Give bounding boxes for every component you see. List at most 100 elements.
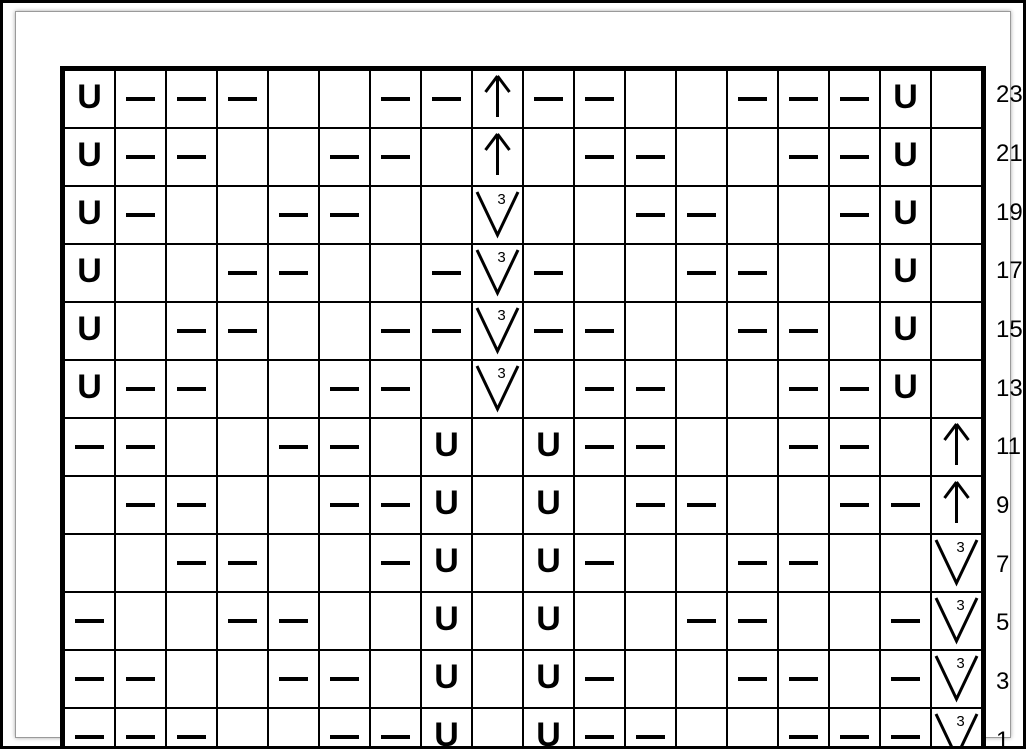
yarn-over-icon: U	[881, 243, 930, 299]
purl-dash-icon	[575, 709, 624, 749]
grid-cell: U	[523, 418, 574, 476]
purl-dash-icon	[320, 187, 369, 243]
grid-cell	[166, 128, 217, 186]
grid-cell	[115, 650, 166, 708]
grid-cell	[676, 534, 727, 592]
grid-cell	[319, 244, 370, 302]
grid-cell	[319, 70, 370, 128]
empty-cell	[218, 707, 267, 749]
grid-cell	[778, 592, 829, 650]
grid-cell	[472, 128, 523, 186]
grid-cell	[727, 534, 778, 592]
empty-cell	[116, 591, 165, 647]
grid-cell	[574, 418, 625, 476]
yarn-over-icon: U	[881, 69, 930, 125]
purl-dash-icon	[830, 419, 879, 475]
grid-cell: U	[421, 708, 472, 749]
row-label: 17	[996, 257, 1023, 285]
svg-text:3: 3	[497, 191, 505, 208]
grid-cell	[370, 418, 421, 476]
grid-cell	[778, 360, 829, 418]
empty-cell	[422, 185, 471, 241]
grid-cell	[727, 302, 778, 360]
purl-dash-icon	[728, 535, 777, 591]
purl-dash-icon	[65, 651, 114, 707]
purl-dash-icon	[269, 245, 318, 301]
grid-cell: U	[523, 534, 574, 592]
row-label: 23	[996, 81, 1023, 109]
grid-cell	[115, 186, 166, 244]
grid-cell	[370, 534, 421, 592]
empty-cell	[626, 243, 675, 299]
row-label: 3	[996, 668, 1009, 696]
grid-cell	[370, 244, 421, 302]
grid-cell	[421, 302, 472, 360]
row-label: 7	[996, 551, 1009, 579]
grid-cell	[370, 128, 421, 186]
grid-cell	[166, 418, 217, 476]
grid-cell: U	[880, 186, 931, 244]
grid-cell	[676, 70, 727, 128]
grid-cell	[370, 302, 421, 360]
empty-cell	[65, 475, 114, 531]
purl-dash-icon	[320, 709, 369, 749]
empty-cell	[116, 301, 165, 357]
grid-cell	[166, 70, 217, 128]
purl-dash-icon	[167, 709, 216, 749]
grid-cell	[676, 476, 727, 534]
grid-cell	[217, 650, 268, 708]
purl-dash-icon	[626, 129, 675, 185]
arrow-up-icon	[473, 128, 522, 184]
empty-cell	[575, 475, 624, 531]
v3-decrease-icon: 3	[932, 592, 981, 648]
grid-cell	[370, 360, 421, 418]
empty-cell	[218, 417, 267, 473]
grid-cell	[268, 128, 319, 186]
empty-cell	[881, 533, 930, 589]
empty-cell	[320, 69, 369, 125]
yarn-over-icon: U	[65, 301, 114, 357]
v3-decrease-icon: 3	[473, 302, 522, 358]
grid-cell	[574, 650, 625, 708]
empty-cell	[677, 649, 726, 705]
empty-cell	[881, 417, 930, 473]
grid-cell	[115, 360, 166, 418]
grid-cell: U	[880, 128, 931, 186]
purl-dash-icon	[167, 303, 216, 359]
grid-cell	[778, 186, 829, 244]
grid-cell	[166, 534, 217, 592]
purl-dash-icon	[167, 535, 216, 591]
grid-cell	[778, 302, 829, 360]
grid-cell	[115, 244, 166, 302]
grid-cell: U	[523, 708, 574, 749]
grid-cell	[217, 186, 268, 244]
grid-cell	[778, 708, 829, 749]
grid-cell	[727, 650, 778, 708]
empty-cell	[167, 417, 216, 473]
empty-cell	[932, 69, 981, 125]
grid-cell: U	[64, 128, 115, 186]
grid-cell	[829, 418, 880, 476]
grid-cell	[727, 708, 778, 749]
svg-text:3: 3	[497, 307, 505, 324]
empty-cell	[626, 533, 675, 589]
grid-cell	[625, 244, 676, 302]
grid-cell	[778, 534, 829, 592]
yarn-over-icon: U	[65, 69, 114, 125]
grid-cell	[931, 302, 982, 360]
empty-cell	[779, 475, 828, 531]
empty-cell	[473, 591, 522, 647]
yarn-over-icon: U	[524, 649, 573, 705]
grid-cell	[829, 650, 880, 708]
purl-dash-icon	[779, 71, 828, 127]
grid-cell	[268, 244, 319, 302]
grid-cell	[829, 360, 880, 418]
purl-dash-icon	[575, 71, 624, 127]
purl-dash-icon	[881, 477, 930, 533]
empty-cell	[218, 127, 267, 183]
empty-cell	[626, 301, 675, 357]
purl-dash-icon	[728, 651, 777, 707]
grid-cell	[676, 302, 727, 360]
yarn-over-icon: U	[524, 417, 573, 473]
purl-dash-icon	[575, 303, 624, 359]
